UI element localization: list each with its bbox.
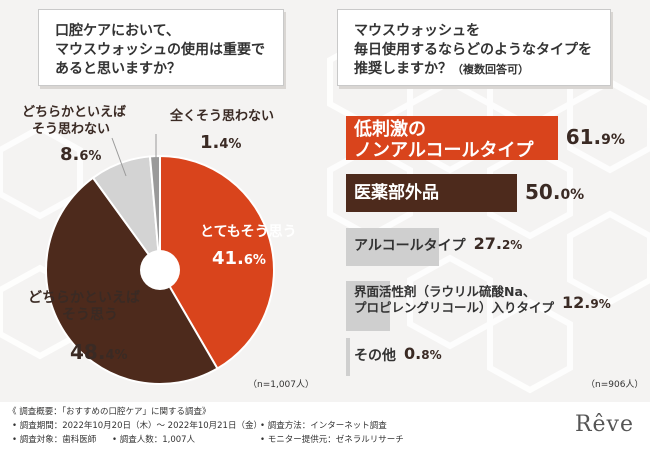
pie-value-somewhat-disagree: 8.6% <box>60 144 102 165</box>
pie-label-not-at-all: 全くそう思わない <box>170 109 275 124</box>
pie-center-hole <box>140 250 180 290</box>
survey-period: • 調査期間：2022年10月20日（木）～ 2022年10月21日（金） <box>12 421 262 431</box>
pie-sample-size: （n=1,007人） <box>248 380 315 390</box>
bar-value-2: 27.2% <box>473 234 523 253</box>
pie-slice-somewhat-agree <box>45 176 219 385</box>
right-question-line3: 推奨しますか？ <box>354 61 452 77</box>
right-question-note: （複数回答可） <box>452 63 529 76</box>
bar-value-0: 61.9% <box>565 125 625 149</box>
left-question-line2: マウスウォッシュの使用は重要で <box>55 42 265 58</box>
bar-label-2: アルコールタイプ <box>354 238 466 254</box>
left-question-text: 口腔ケアにおいて、 マウスウォッシュの使用は重要で あると思いますか？ <box>55 22 295 79</box>
bar-0 <box>346 116 558 160</box>
bar-value-4: 0.8% <box>404 344 442 363</box>
bar-label-0: 低刺激の ノンアルコールタイプ <box>354 119 534 161</box>
pie-slice-very-much <box>159 154 275 370</box>
bar-value-1: 50.0% <box>525 180 585 204</box>
bar-3 <box>346 281 391 331</box>
pie-value-very-much: 41.6% <box>212 248 266 269</box>
bar-value-3: 12.9% <box>562 293 611 312</box>
bar-sample-size: （n=906人） <box>586 380 644 390</box>
right-question-box: マウスウォッシュを 毎日使用するならどのようなタイプを 推奨しますか？（複数回答… <box>337 9 611 86</box>
pie-leader-line <box>111 137 127 177</box>
brand-logo: Rêve <box>574 412 634 437</box>
bar-2 <box>346 228 440 266</box>
survey-overview-title: 《 調査概要：「おすすめの口腔ケア」に関する調査》 <box>8 407 211 417</box>
bar-label-4: その他 <box>354 348 396 364</box>
pie-label-very-much: とてもそう思う <box>200 224 297 240</box>
left-question-box: 口腔ケアにおいて、 マウスウォッシュの使用は重要で あると思いますか？ <box>38 9 284 86</box>
right-question-line1: マウスウォッシュを <box>354 23 480 39</box>
bar-1 <box>346 174 517 212</box>
pie-label-somewhat-agree: どちらかといえば そう思う <box>28 290 140 323</box>
pie-value-not-at-all: 1.4% <box>200 132 242 153</box>
pie-chart <box>45 134 275 385</box>
survey-target: • 調査対象：歯科医師 <box>12 435 97 445</box>
monitor-provider: • モニター提供元：ゼネラルリサーチ <box>260 435 404 445</box>
survey-people: • 調査人数：1,007人 <box>112 435 196 445</box>
pie-label-somewhat-disagree: どちらかといえば そう思わない <box>22 105 127 137</box>
bar-label-3: 界面活性剤（ラウリル硫酸Na、 プロピレングリコール）入りタイプ <box>354 284 555 315</box>
bar-label-1: 医薬部外品 <box>354 182 439 203</box>
pie-slice-not-at-all <box>148 154 161 271</box>
left-question-line3: あると思いますか？ <box>55 61 181 77</box>
bar-4 <box>346 338 350 376</box>
footer: 《 調査概要：「おすすめの口腔ケア」に関する調査》 • 調査期間：2022年10… <box>0 402 650 450</box>
pie-value-somewhat-agree: 48.4% <box>70 340 128 364</box>
survey-method: • 調査方法：インターネット調査 <box>260 421 387 431</box>
right-question-line2: 毎日使用するならどのようなタイプを <box>354 42 592 58</box>
right-question-text: マウスウォッシュを 毎日使用するならどのようなタイプを 推奨しますか？（複数回答… <box>354 22 594 79</box>
left-question-line1: 口腔ケアにおいて、 <box>55 23 180 39</box>
